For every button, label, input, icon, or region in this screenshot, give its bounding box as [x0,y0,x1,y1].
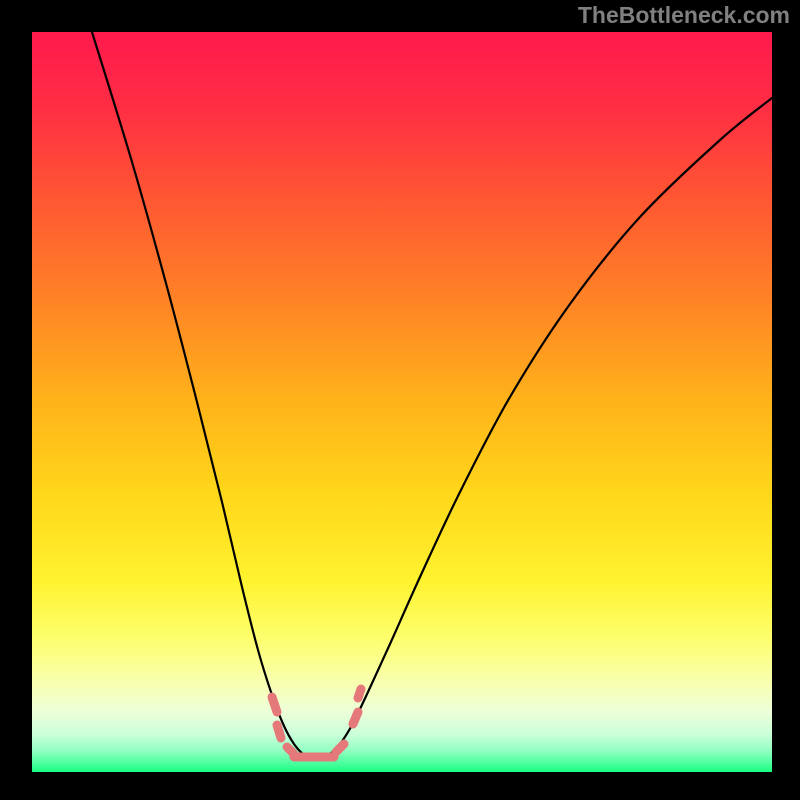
plot-area [32,32,772,772]
gradient-background [32,32,772,772]
pink-mark [336,744,344,752]
plot-svg [32,32,772,772]
pink-mark [353,712,358,724]
pink-mark [277,725,281,738]
pink-mark [272,697,277,712]
chart-frame: TheBottleneck.com [0,0,800,800]
pink-mark [358,689,361,698]
watermark-text: TheBottleneck.com [578,2,790,29]
